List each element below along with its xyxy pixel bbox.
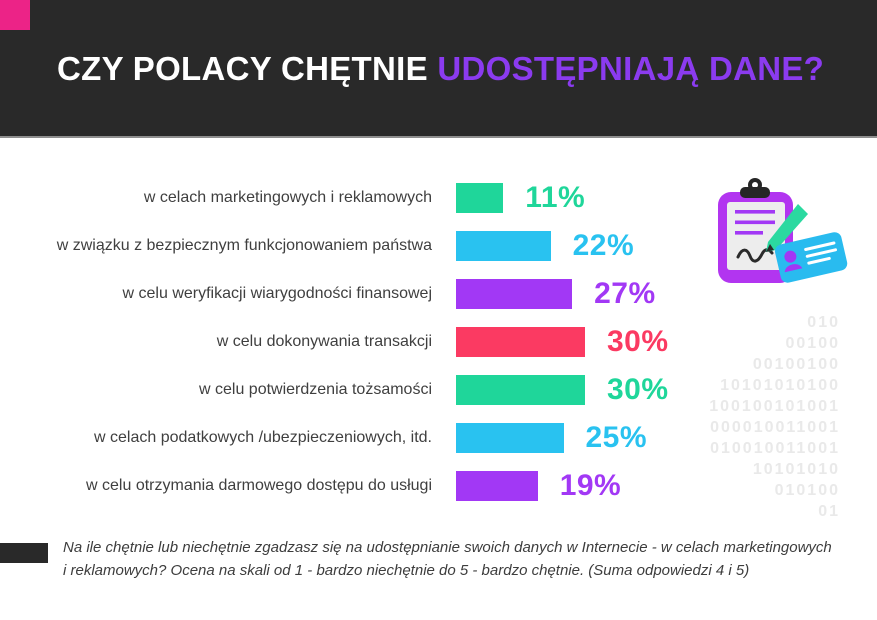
header: CZY POLACY CHĘTNIE UDOSTĘPNIAJĄ DANE? [0, 0, 877, 138]
value-bar [456, 423, 564, 453]
header-accent-square [0, 0, 30, 30]
binary-line: 00100100 [752, 356, 840, 373]
value-bar [456, 327, 585, 357]
binary-line: 010010011001 [710, 440, 840, 457]
chart-row: w celach marketingowych i reklamowych 11% [0, 174, 720, 222]
page-title: CZY POLACY CHĘTNIE UDOSTĘPNIAJĄ DANE? [57, 50, 824, 88]
binary-line: 010100 [774, 482, 840, 499]
chart-row: w celu weryfikacji wiarygodności finanso… [0, 270, 720, 318]
footnote: Na ile chętnie lub niechętnie zgadzasz s… [63, 537, 838, 582]
value-label: 25% [585, 421, 648, 454]
category-label: w celach marketingowych i reklamowych [143, 188, 432, 206]
value-bar [456, 471, 538, 501]
bar-chart: w celach marketingowych i reklamowych 11%… [0, 174, 720, 510]
value-label: 27% [594, 277, 656, 310]
clipboard-pen-id-card-icon [718, 178, 848, 283]
binary-line: 000010011001 [710, 419, 840, 436]
footnote-line-1: Na ile chętnie lub niechętnie zgadzasz s… [63, 539, 832, 556]
category-label: w celu otrzymania darmowego dostępu do u… [86, 476, 432, 494]
chart-row: w związku z bezpiecznym funkcjonowaniem … [0, 222, 720, 270]
chart-row: w celu otrzymania darmowego dostępu do u… [0, 462, 720, 510]
value-bar [456, 231, 551, 261]
category-label: w celu potwierdzenia tożsamości [199, 380, 432, 398]
binary-line: 100100101001 [709, 398, 840, 415]
value-label: 11% [525, 181, 586, 214]
chart-row: w celach podatkowych /ubezpieczeniowych,… [0, 414, 720, 462]
value-bar [456, 183, 504, 213]
value-label: 30% [607, 373, 669, 406]
category-label: w celu dokonywania transakcji [216, 332, 432, 350]
page-title-highlight: UDOSTĘPNIAJĄ DANE? [437, 50, 825, 87]
chart-row: w celu potwierdzenia tożsamości 30% [0, 366, 720, 414]
binary-line: 010 [807, 314, 840, 331]
binary-line: 00100 [785, 335, 840, 352]
binary-line: 10101010 [752, 461, 840, 478]
category-label: w celu weryfikacji wiarygodności finanso… [122, 284, 432, 302]
value-label: 30% [607, 325, 669, 358]
footnote-accent-square [0, 543, 48, 563]
binary-watermark: 010 00100 00100100 10101010100 100100101001 0… [709, 312, 840, 522]
footnote-line-2: i reklamowych? Ocena na skali od 1 - bar… [63, 561, 750, 579]
value-bar [456, 279, 573, 309]
value-label: 19% [559, 469, 622, 502]
category-label: w związku z bezpiecznym funkcjonowaniem … [56, 236, 432, 254]
chart-row: w celu dokonywania transakcji 30% [0, 318, 720, 366]
value-label: 22% [572, 229, 635, 262]
page-title-prefix: CZY POLACY CHĘTNIE [57, 50, 438, 87]
value-bar [456, 375, 585, 405]
binary-line: 10101010100 [720, 377, 840, 394]
binary-line: 01 [818, 503, 840, 520]
category-label: w celach podatkowych /ubezpieczeniowych,… [94, 428, 432, 446]
